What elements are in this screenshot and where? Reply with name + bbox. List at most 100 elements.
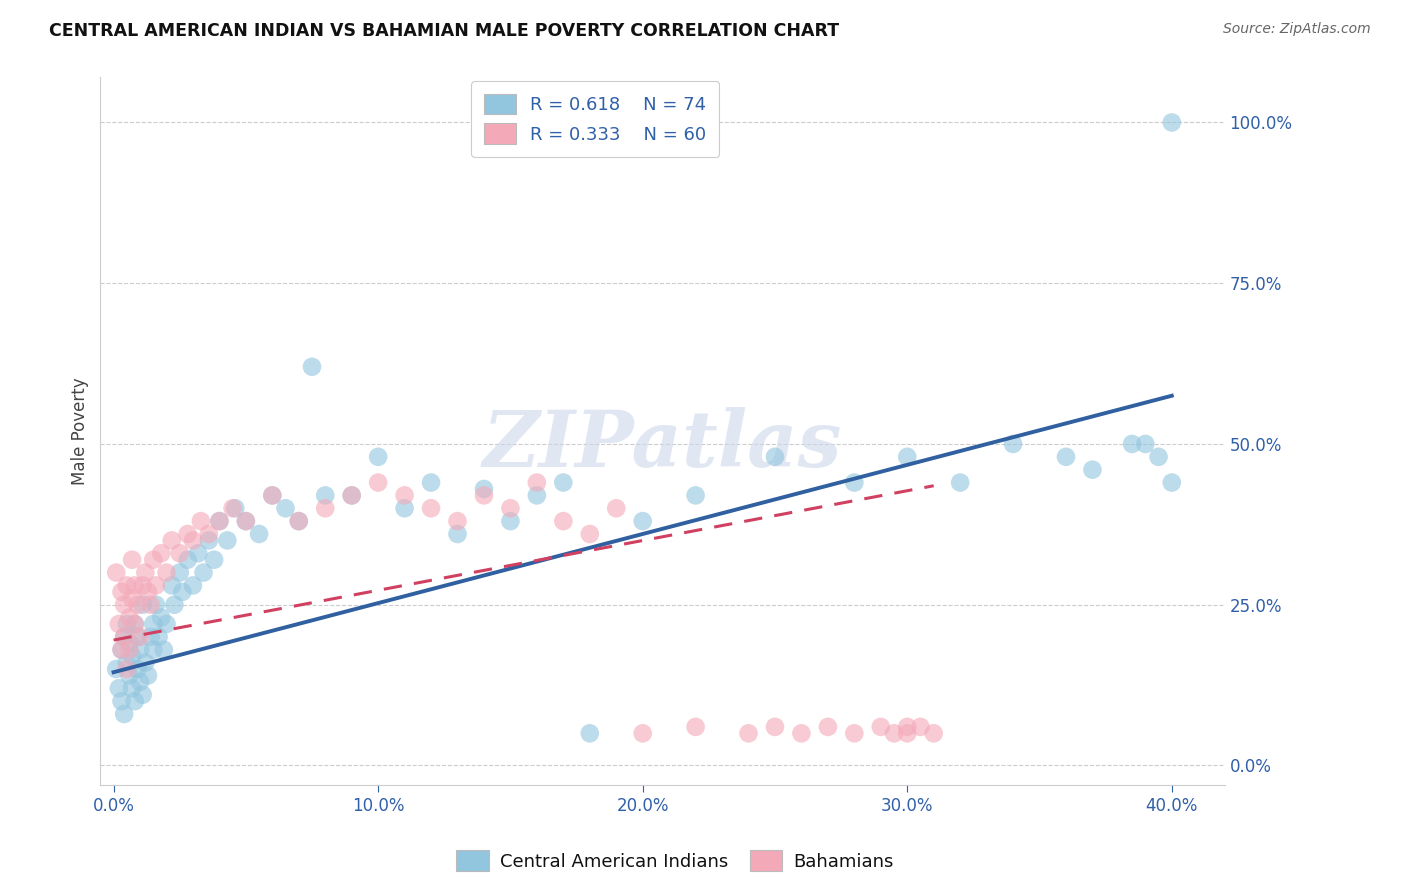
Point <box>472 482 495 496</box>
Point <box>127 662 149 676</box>
Point <box>235 514 257 528</box>
Point <box>420 501 443 516</box>
Point <box>150 610 173 624</box>
Point <box>142 642 165 657</box>
Point <box>176 552 198 566</box>
Point <box>108 681 131 696</box>
Point <box>685 488 707 502</box>
Point <box>274 501 297 516</box>
Point <box>142 552 165 566</box>
Text: ZIPatlas: ZIPatlas <box>482 407 842 483</box>
Point <box>124 617 146 632</box>
Point <box>301 359 323 374</box>
Point <box>394 488 416 502</box>
Point <box>124 578 146 592</box>
Point <box>1054 450 1077 464</box>
Point <box>883 726 905 740</box>
Point <box>118 610 141 624</box>
Text: Source: ZipAtlas.com: Source: ZipAtlas.com <box>1223 22 1371 37</box>
Point <box>578 527 600 541</box>
Point <box>790 726 813 740</box>
Point <box>110 642 132 657</box>
Point <box>110 585 132 599</box>
Point <box>163 598 186 612</box>
Point <box>949 475 972 490</box>
Point <box>115 617 138 632</box>
Point <box>131 578 153 592</box>
Point <box>198 533 221 548</box>
Point <box>420 475 443 490</box>
Point <box>105 662 128 676</box>
Point <box>115 656 138 670</box>
Point <box>136 668 159 682</box>
Point <box>844 475 866 490</box>
Point <box>134 656 156 670</box>
Point <box>118 636 141 650</box>
Point <box>340 488 363 502</box>
Point <box>1081 463 1104 477</box>
Point <box>499 501 522 516</box>
Point <box>208 514 231 528</box>
Point <box>108 617 131 632</box>
Point <box>131 598 153 612</box>
Point <box>134 566 156 580</box>
Point <box>844 726 866 740</box>
Text: CENTRAL AMERICAN INDIAN VS BAHAMIAN MALE POVERTY CORRELATION CHART: CENTRAL AMERICAN INDIAN VS BAHAMIAN MALE… <box>49 22 839 40</box>
Point <box>121 681 143 696</box>
Point <box>153 642 176 657</box>
Point <box>896 450 918 464</box>
Point <box>121 591 143 606</box>
Point <box>142 617 165 632</box>
Point <box>314 501 336 516</box>
Point <box>394 501 416 516</box>
Point <box>193 566 215 580</box>
Point <box>121 552 143 566</box>
Point <box>1135 437 1157 451</box>
Point <box>190 514 212 528</box>
Point <box>127 630 149 644</box>
Point <box>181 578 204 592</box>
Point <box>262 488 284 502</box>
Point <box>136 585 159 599</box>
Point <box>896 720 918 734</box>
Point <box>198 527 221 541</box>
Point <box>155 566 177 580</box>
Point <box>145 578 167 592</box>
Point <box>1160 475 1182 490</box>
Point <box>160 578 183 592</box>
Point <box>631 514 654 528</box>
Point <box>910 720 932 734</box>
Point <box>202 552 225 566</box>
Point <box>605 501 627 516</box>
Point <box>105 566 128 580</box>
Point <box>155 617 177 632</box>
Point <box>1121 437 1143 451</box>
Point <box>176 527 198 541</box>
Point <box>124 694 146 708</box>
Point <box>131 688 153 702</box>
Point <box>124 617 146 632</box>
Point <box>367 475 389 490</box>
Point <box>139 598 162 612</box>
Point <box>247 527 270 541</box>
Point <box>145 598 167 612</box>
Point <box>148 630 170 644</box>
Point <box>115 662 138 676</box>
Point <box>367 450 389 464</box>
Point <box>340 488 363 502</box>
Point <box>446 514 468 528</box>
Point <box>553 475 575 490</box>
Point <box>118 668 141 682</box>
Point <box>112 630 135 644</box>
Point <box>578 726 600 740</box>
Point <box>160 533 183 548</box>
Point <box>235 514 257 528</box>
Point <box>1147 450 1170 464</box>
Point <box>139 630 162 644</box>
Point <box>737 726 759 740</box>
Point <box>526 488 548 502</box>
Point <box>221 501 243 516</box>
Point <box>287 514 309 528</box>
Point <box>217 533 239 548</box>
Point <box>169 566 191 580</box>
